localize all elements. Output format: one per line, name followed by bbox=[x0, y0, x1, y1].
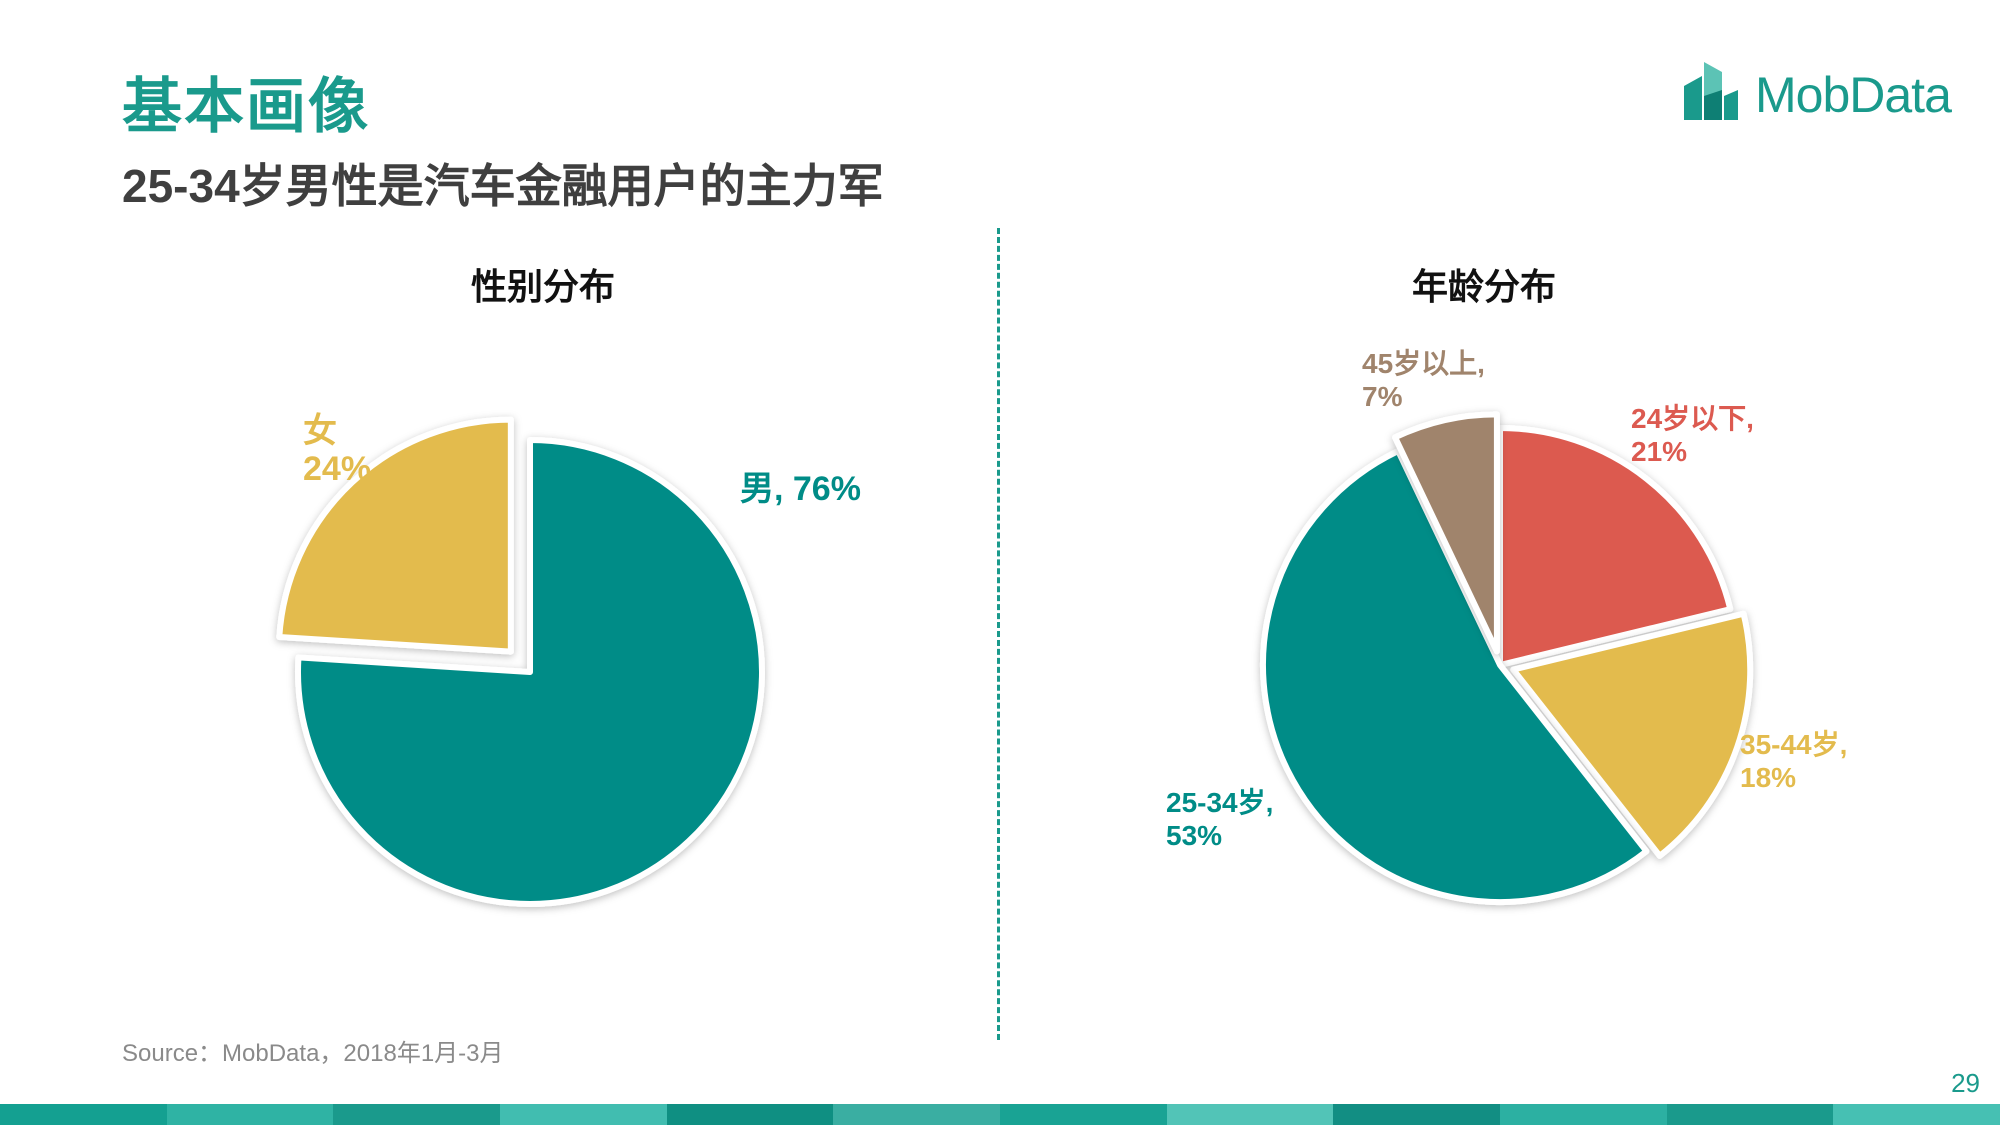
bottom-decor-bar bbox=[0, 1104, 2000, 1125]
pie-slice-age-1 bbox=[1510, 610, 1754, 859]
pie-slice-age-2 bbox=[1259, 448, 1650, 905]
page-number: 29 bbox=[1951, 1068, 1980, 1098]
age-pie: 24岁以下, 21% 35-44岁, 18% 25-34岁, 53% 45岁以上, 7% bbox=[1166, 348, 1847, 905]
pie-slice-gender-1 bbox=[276, 416, 514, 655]
pie-slice-age-0 bbox=[1497, 425, 1734, 668]
page-title: 基本画像 bbox=[122, 73, 370, 140]
gender-chart-title: 性别分布 bbox=[470, 266, 615, 307]
pie-slice-age-3 bbox=[1392, 411, 1500, 655]
logo-text: MobData bbox=[1755, 67, 1952, 123]
column-divider bbox=[997, 228, 1000, 1040]
data-label-age-0: 24岁以下, 21% bbox=[1631, 403, 1754, 467]
data-label-age-1: 35-44岁, 18% bbox=[1740, 729, 1847, 793]
source-note: Source：MobData，2018年1月-3月 bbox=[122, 1040, 504, 1067]
age-chart-title: 年龄分布 bbox=[1411, 266, 1556, 307]
gender-pie: 男, 76% 女 24% bbox=[276, 411, 861, 907]
page-subtitle: 25-34岁男性是汽车金融用户的主力军 bbox=[122, 160, 884, 212]
logo-buildings-icon bbox=[1684, 62, 1738, 120]
data-label-age-3: 45岁以上, 7% bbox=[1362, 348, 1485, 412]
data-label-gender-0: 男, 76% bbox=[740, 470, 861, 508]
data-label-gender-1: 女 24% bbox=[303, 411, 371, 488]
mobdata-logo: MobData bbox=[1682, 60, 1972, 126]
pie-slice-gender-0 bbox=[295, 437, 765, 907]
data-label-age-2: 25-34岁, 53% bbox=[1166, 787, 1273, 851]
